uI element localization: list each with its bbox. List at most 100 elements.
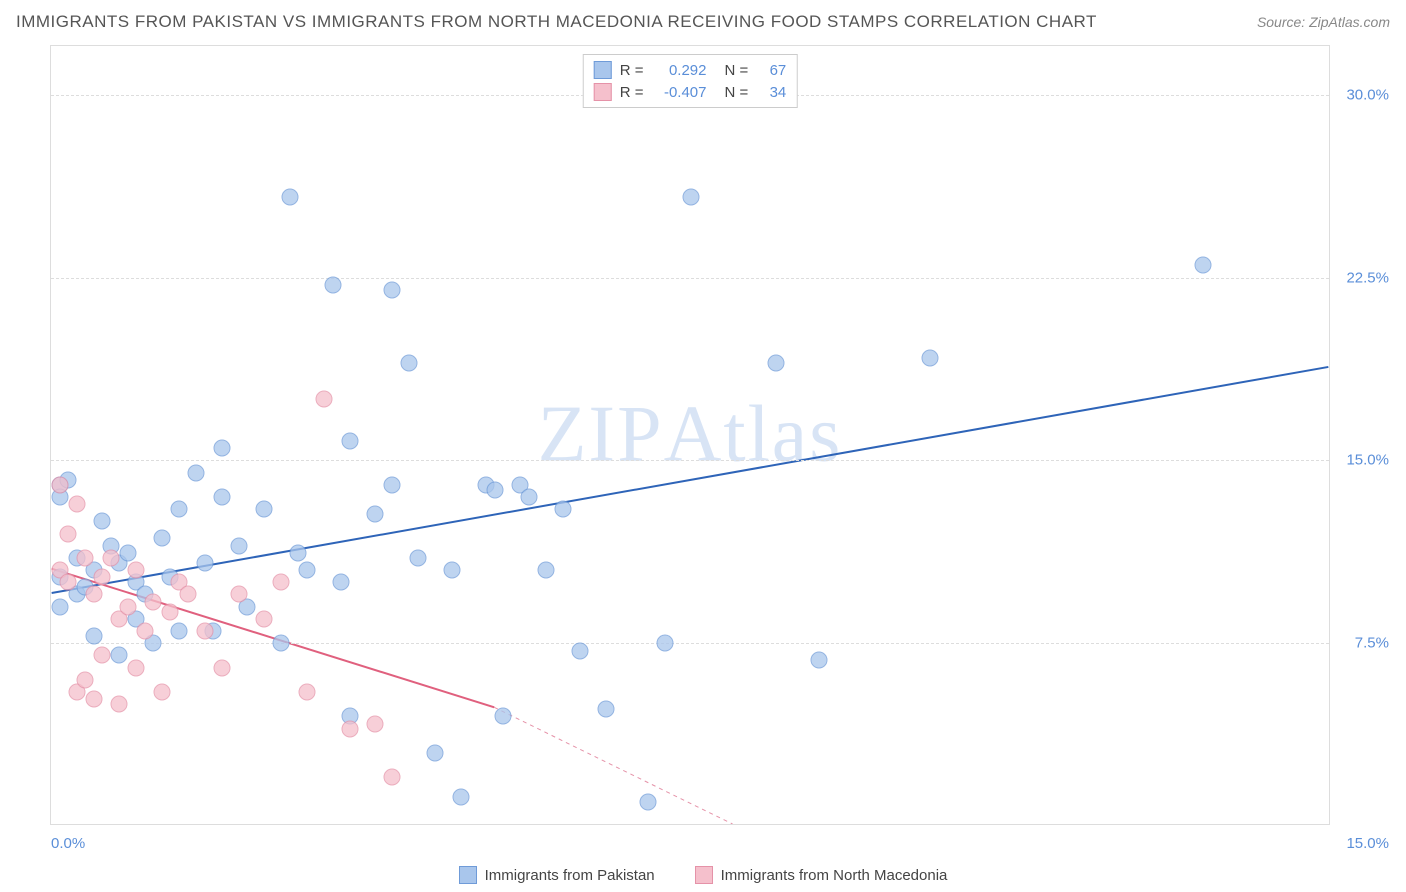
gridline xyxy=(51,278,1329,279)
scatter-point xyxy=(94,513,111,530)
legend-swatch-icon xyxy=(459,866,477,884)
trend-lines xyxy=(51,46,1329,824)
scatter-point xyxy=(85,586,102,603)
stat-n-label: N = xyxy=(725,62,749,79)
scatter-point xyxy=(444,562,461,579)
scatter-point xyxy=(145,593,162,610)
legend-label: Immigrants from Pakistan xyxy=(485,867,655,884)
scatter-point xyxy=(111,696,128,713)
stats-row: R = 0.292 N = 67 xyxy=(594,59,787,81)
scatter-point xyxy=(341,432,358,449)
y-tick-label: 15.0% xyxy=(1346,452,1389,469)
scatter-point xyxy=(60,525,77,542)
scatter-point xyxy=(111,647,128,664)
y-tick-label: 30.0% xyxy=(1346,86,1389,103)
scatter-point xyxy=(213,659,230,676)
scatter-point xyxy=(196,554,213,571)
scatter-point xyxy=(256,501,273,518)
stat-n-value: 67 xyxy=(756,62,786,79)
y-tick-label: 22.5% xyxy=(1346,269,1389,286)
scatter-point xyxy=(273,635,290,652)
scatter-point xyxy=(1195,257,1212,274)
scatter-point xyxy=(256,610,273,627)
scatter-point xyxy=(230,586,247,603)
scatter-point xyxy=(77,671,94,688)
scatter-point xyxy=(367,715,384,732)
scatter-point xyxy=(324,276,341,293)
gridline xyxy=(51,460,1329,461)
scatter-point xyxy=(572,642,589,659)
stats-row: R = -0.407 N = 34 xyxy=(594,81,787,103)
scatter-point xyxy=(597,701,614,718)
scatter-point xyxy=(171,501,188,518)
scatter-point xyxy=(768,354,785,371)
stat-r-value: -0.407 xyxy=(652,84,707,101)
scatter-point xyxy=(316,391,333,408)
scatter-point xyxy=(196,623,213,640)
scatter-point xyxy=(68,496,85,513)
scatter-point xyxy=(486,481,503,498)
scatter-point xyxy=(162,603,179,620)
legend: Immigrants from Pakistan Immigrants from… xyxy=(0,866,1406,884)
chart-area: ZIPAtlas 7.5%15.0%22.5%30.0%0.0%15.0%R =… xyxy=(50,45,1330,825)
scatter-point xyxy=(85,627,102,644)
source-label: Source: ZipAtlas.com xyxy=(1257,14,1390,30)
scatter-point xyxy=(811,652,828,669)
x-tick-label: 15.0% xyxy=(1346,835,1389,852)
scatter-point xyxy=(119,598,136,615)
scatter-point xyxy=(128,659,145,676)
y-tick-label: 7.5% xyxy=(1355,635,1389,652)
stats-swatch-icon xyxy=(594,61,612,79)
legend-swatch-icon xyxy=(695,866,713,884)
scatter-point xyxy=(427,744,444,761)
scatter-point xyxy=(384,769,401,786)
scatter-point xyxy=(367,506,384,523)
scatter-point xyxy=(77,549,94,566)
scatter-point xyxy=(153,683,170,700)
scatter-point xyxy=(171,623,188,640)
scatter-point xyxy=(94,647,111,664)
stat-n-label: N = xyxy=(725,84,749,101)
scatter-point xyxy=(213,440,230,457)
scatter-point xyxy=(341,720,358,737)
scatter-point xyxy=(537,562,554,579)
stat-r-value: 0.292 xyxy=(652,62,707,79)
scatter-point xyxy=(273,574,290,591)
scatter-point xyxy=(384,476,401,493)
scatter-point xyxy=(188,464,205,481)
scatter-point xyxy=(281,189,298,206)
chart-title: IMMIGRANTS FROM PAKISTAN VS IMMIGRANTS F… xyxy=(16,12,1097,32)
legend-item-macedonia: Immigrants from North Macedonia xyxy=(695,866,948,884)
scatter-point xyxy=(495,708,512,725)
scatter-point xyxy=(384,281,401,298)
scatter-point xyxy=(640,793,657,810)
scatter-point xyxy=(51,476,68,493)
scatter-point xyxy=(555,501,572,518)
scatter-point xyxy=(94,569,111,586)
watermark: ZIPAtlas xyxy=(538,390,843,481)
stat-r-label: R = xyxy=(620,84,644,101)
stat-r-label: R = xyxy=(620,62,644,79)
stats-box: R = 0.292 N = 67 R = -0.407 N = 34 xyxy=(583,54,798,108)
scatter-point xyxy=(299,562,316,579)
stat-n-value: 34 xyxy=(756,84,786,101)
gridline xyxy=(51,643,1329,644)
x-tick-label: 0.0% xyxy=(51,835,85,852)
scatter-point xyxy=(520,488,537,505)
legend-item-pakistan: Immigrants from Pakistan xyxy=(459,866,655,884)
scatter-point xyxy=(290,545,307,562)
scatter-point xyxy=(657,635,674,652)
stats-swatch-icon xyxy=(594,83,612,101)
scatter-point xyxy=(136,623,153,640)
scatter-point xyxy=(102,549,119,566)
scatter-point xyxy=(128,562,145,579)
scatter-point xyxy=(683,189,700,206)
scatter-point xyxy=(153,530,170,547)
legend-label: Immigrants from North Macedonia xyxy=(721,867,948,884)
scatter-point xyxy=(299,683,316,700)
scatter-point xyxy=(409,549,426,566)
scatter-point xyxy=(85,691,102,708)
scatter-point xyxy=(921,350,938,367)
scatter-point xyxy=(230,537,247,554)
scatter-point xyxy=(401,354,418,371)
